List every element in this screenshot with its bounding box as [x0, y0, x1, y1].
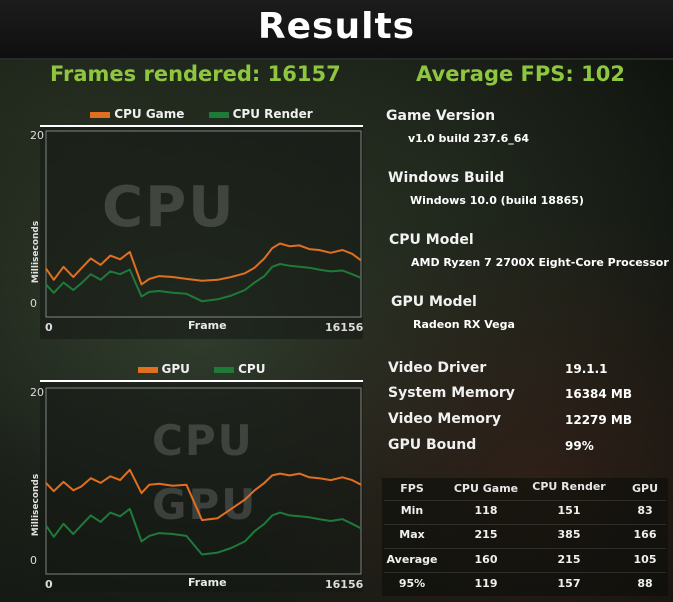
stats-row-average-cpu-render: 215	[557, 553, 581, 566]
cpu-chart-plot	[45, 130, 362, 318]
gpu-model-value: Radeon RX Vega	[413, 318, 515, 331]
legend-item-gpu: GPU	[137, 362, 190, 376]
series-line-gpu	[45, 468, 362, 522]
windows-build-label: Windows Build	[388, 170, 505, 186]
gpu-bound-label: GPU Bound	[388, 437, 477, 453]
windows-build-value: Windows 10.0 (build 18865)	[410, 194, 584, 207]
plot-frame	[45, 387, 362, 575]
stats-row-max-cpu-render: 385	[557, 528, 581, 541]
game-version-label: Game Version	[386, 108, 496, 124]
stats-row-average-label: Average	[386, 553, 438, 566]
video-driver-value: 19.1.1	[565, 362, 608, 376]
fps-stats-table: FPS CPU Game CPU Render GPU Min 118 151 …	[382, 478, 668, 596]
x-axis-label: Frame	[188, 319, 227, 332]
stats-header-cpu-render: CPU Render	[532, 480, 606, 493]
legend-item-cpu-game: CPU Game	[90, 107, 184, 121]
table-divider	[384, 524, 666, 525]
stats-row-average-gpu: 105	[633, 553, 657, 566]
x-tick-end: 16156	[325, 321, 364, 334]
stats-row-min-label: Min	[400, 504, 424, 517]
legend-swatch-gpu	[137, 366, 158, 373]
legend-swatch-cpu-render	[208, 111, 229, 118]
legend-item-cpu: CPU	[214, 362, 265, 376]
gpu-model-label: GPU Model	[391, 294, 477, 310]
cpu-model-value: AMD Ryzen 7 2700X Eight-Core Processor	[411, 256, 669, 269]
gpu-chart-plot	[45, 387, 362, 575]
table-divider	[384, 572, 666, 573]
legend-item-cpu-render: CPU Render	[208, 107, 313, 121]
title-bar: Results	[0, 0, 673, 60]
x-tick-start: 0	[45, 321, 53, 334]
stats-row-95-cpu-render: 157	[557, 577, 581, 590]
y-tick-min: 0	[30, 554, 37, 567]
series-line-cpu-game	[45, 242, 362, 286]
stats-row-max-gpu: 166	[633, 528, 657, 541]
video-driver-label: Video Driver	[388, 360, 487, 376]
cpu-chart-legend: CPU Game CPU Render	[40, 107, 363, 121]
stats-row-min-cpu-game: 118	[474, 504, 498, 517]
series-line-cpu	[45, 507, 362, 556]
stats-row-95-gpu: 88	[637, 577, 653, 590]
game-version-value: v1.0 build 237.6_64	[408, 132, 530, 145]
stats-header-gpu: GPU	[631, 482, 659, 495]
x-axis-label: Frame	[188, 576, 227, 589]
page-title: Results	[257, 6, 416, 47]
table-divider	[384, 548, 666, 549]
cpu-chart-panel: CPU Game CPU Render CPU Milliseconds 20 …	[30, 107, 364, 339]
gpu-bound-value: 99%	[565, 439, 594, 453]
video-memory-value: 12279 MB	[565, 413, 633, 427]
system-memory-value: 16384 MB	[565, 387, 633, 401]
plot-frame	[45, 130, 362, 318]
legend-swatch-cpu	[214, 366, 235, 373]
watermark-cpu: CPU	[102, 175, 236, 240]
gpu-chart-legend: GPU CPU	[40, 362, 363, 376]
stats-row-min-cpu-render: 151	[557, 504, 581, 517]
y-tick-min: 0	[30, 297, 37, 310]
legend-label-gpu: GPU	[161, 362, 190, 376]
average-fps-headline: Average FPS: 102	[416, 62, 625, 86]
video-memory-label: Video Memory	[388, 411, 502, 427]
stats-row-95-label: 95%	[398, 577, 426, 590]
cpu-model-label: CPU Model	[389, 232, 474, 248]
stats-row-average-cpu-game: 160	[474, 553, 498, 566]
stats-header-fps: FPS	[400, 482, 424, 495]
legend-label-cpu-render: CPU Render	[232, 107, 313, 121]
table-divider	[384, 500, 666, 501]
watermark-cpu: CPU	[152, 416, 254, 465]
legend-label-cpu: CPU	[238, 362, 266, 376]
stats-row-95-cpu-game: 119	[474, 577, 498, 590]
stats-row-max-label: Max	[399, 528, 425, 541]
series-line-cpu-render	[45, 263, 362, 303]
x-tick-start: 0	[45, 578, 53, 591]
gpu-chart-panel: GPU CPU CPU GPU Milliseconds 20 0 0 1615…	[30, 362, 364, 592]
y-tick-max: 20	[30, 386, 44, 399]
y-tick-max: 20	[30, 129, 44, 142]
x-tick-end: 16156	[325, 578, 364, 591]
system-memory-label: System Memory	[388, 385, 515, 401]
legend-swatch-cpu-game	[90, 111, 111, 118]
stats-header-cpu-game: CPU Game	[453, 482, 519, 495]
legend-label-cpu-game: CPU Game	[114, 107, 185, 121]
frames-rendered-headline: Frames rendered: 16157	[50, 62, 341, 86]
stats-row-max-cpu-game: 215	[474, 528, 498, 541]
stats-row-min-gpu: 83	[637, 504, 653, 517]
